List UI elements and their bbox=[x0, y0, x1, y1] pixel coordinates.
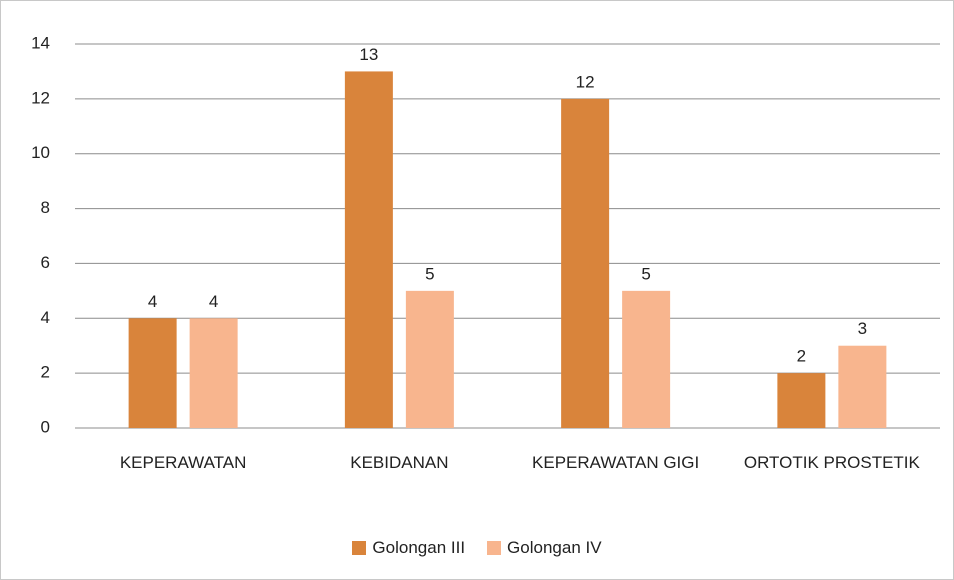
bar bbox=[622, 290, 671, 428]
y-tick-label: 6 bbox=[41, 253, 50, 272]
legend-item: Golongan III bbox=[352, 538, 465, 558]
bar bbox=[838, 345, 887, 428]
legend-item: Golongan IV bbox=[487, 538, 602, 558]
data-label: 2 bbox=[797, 347, 806, 366]
bar bbox=[344, 71, 393, 428]
y-tick-label: 12 bbox=[31, 88, 50, 107]
data-label: 5 bbox=[425, 264, 434, 283]
x-tick-label: KEBIDANAN bbox=[350, 453, 449, 472]
x-tick-label: KEPERAWATAN GIGI bbox=[532, 453, 700, 472]
x-tick-label: KEPERAWATAN bbox=[119, 453, 247, 472]
data-label: 5 bbox=[641, 264, 650, 283]
bar bbox=[128, 318, 177, 428]
legend: Golongan III Golongan IV bbox=[0, 538, 954, 558]
x-tick-label: ORTOTIK PROSTETIK bbox=[743, 453, 920, 472]
data-label: 4 bbox=[148, 292, 157, 311]
data-label: 3 bbox=[858, 319, 867, 338]
y-tick-label: 0 bbox=[41, 417, 50, 436]
y-tick-label: 4 bbox=[41, 308, 50, 327]
y-tick-label: 14 bbox=[31, 33, 50, 52]
legend-label: Golongan IV bbox=[507, 538, 602, 557]
y-tick-label: 2 bbox=[41, 363, 50, 382]
legend-swatch bbox=[352, 541, 367, 555]
bar bbox=[189, 318, 238, 428]
y-tick-label: 8 bbox=[41, 198, 50, 217]
bar bbox=[777, 373, 826, 428]
data-label: 12 bbox=[576, 72, 595, 91]
bar bbox=[405, 290, 454, 428]
data-label: 13 bbox=[359, 45, 378, 64]
y-tick-label: 10 bbox=[31, 143, 50, 162]
legend-label: Golongan III bbox=[372, 538, 466, 557]
bar bbox=[561, 98, 610, 428]
legend-swatch bbox=[487, 541, 502, 555]
data-label: 4 bbox=[209, 292, 218, 311]
